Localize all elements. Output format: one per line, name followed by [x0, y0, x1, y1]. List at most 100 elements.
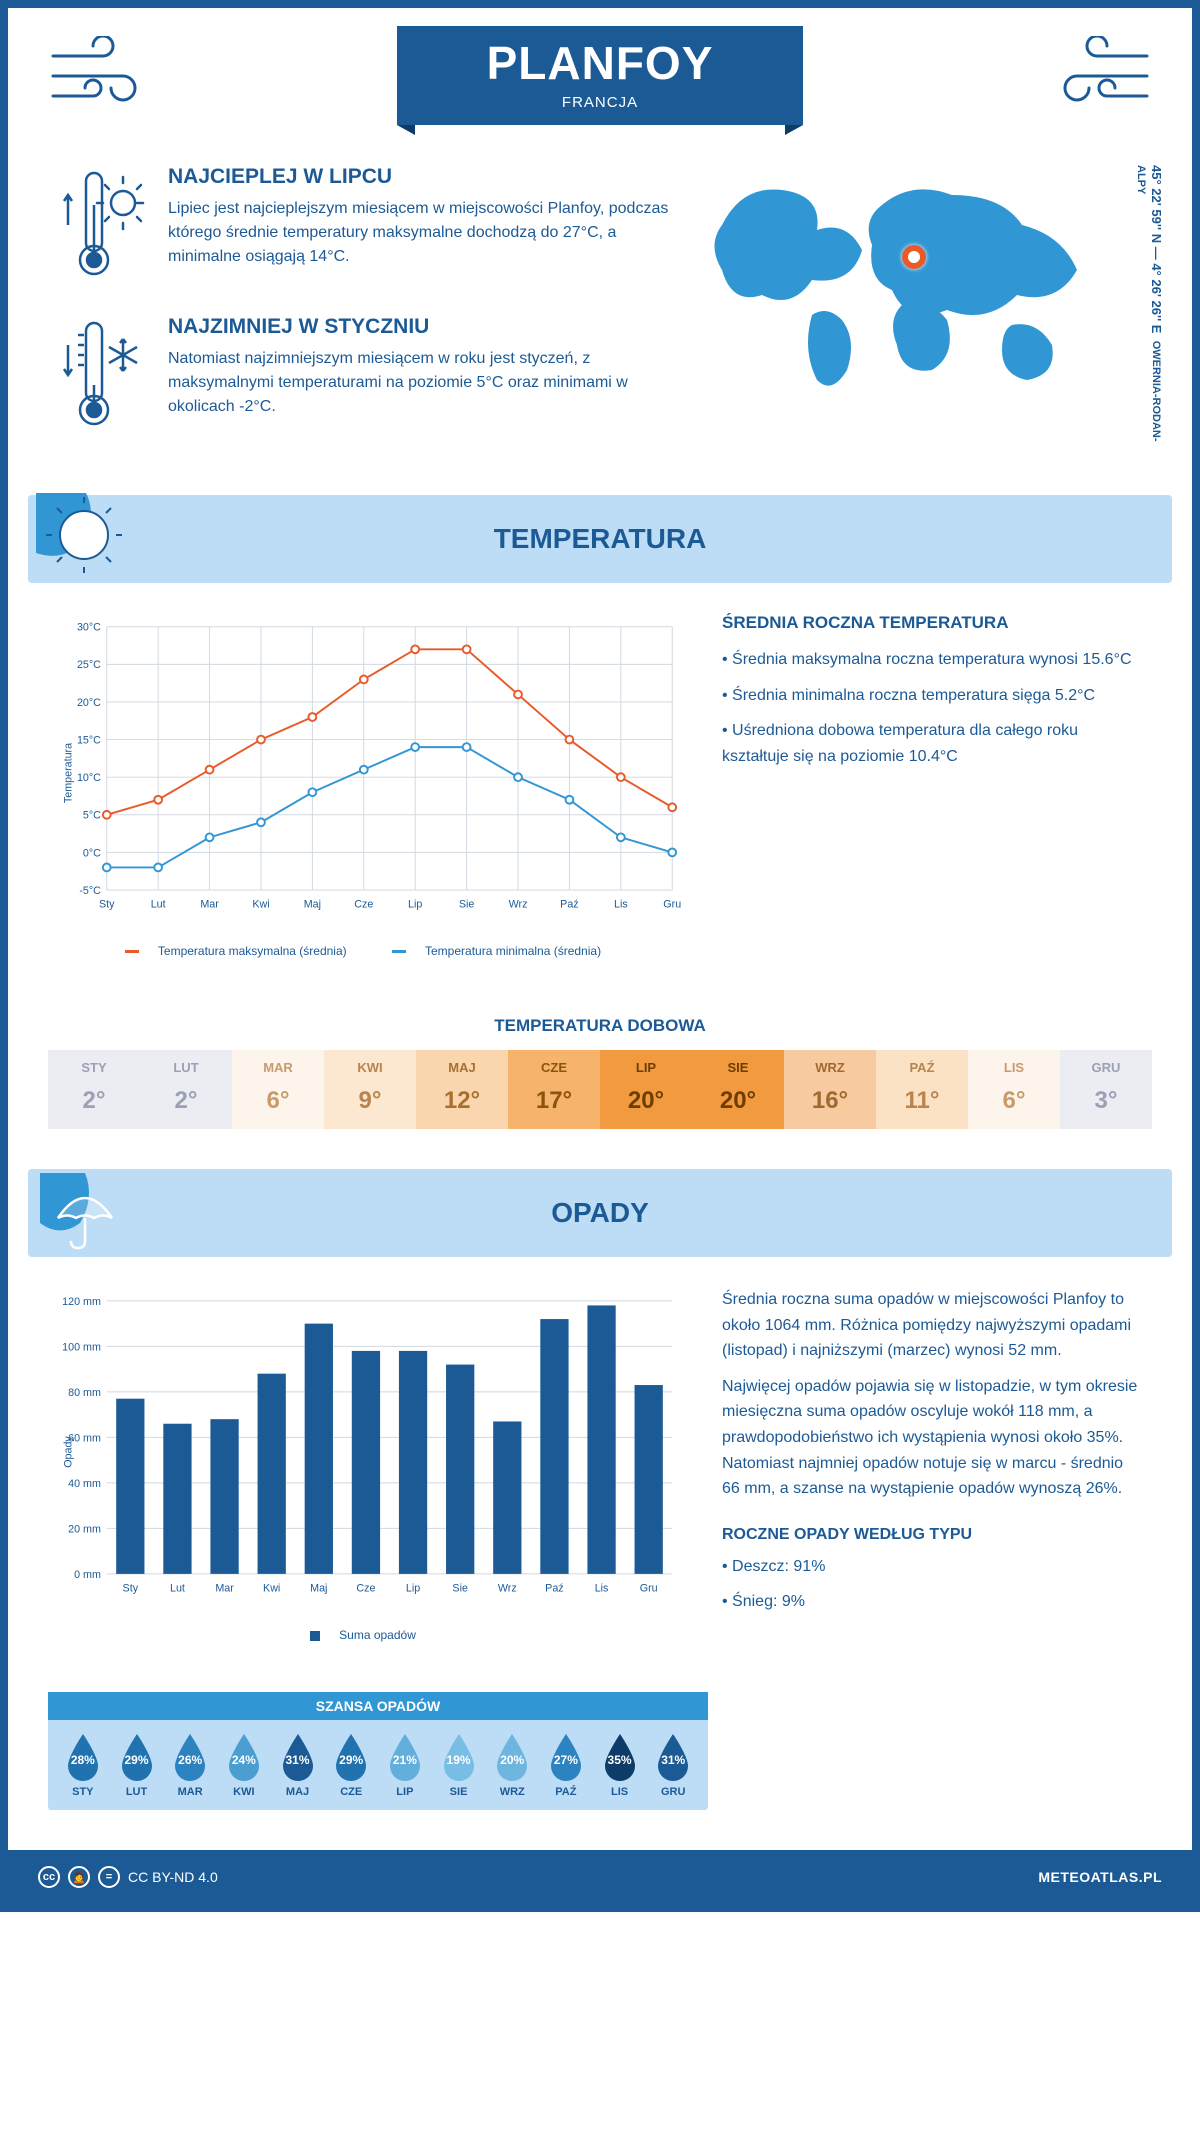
svg-text:120 mm: 120 mm: [62, 1296, 101, 1308]
svg-text:0°C: 0°C: [83, 847, 101, 859]
daily-temp-grid: STY2°LUT2°MAR6°KWI9°MAJ12°CZE17°LIP20°SI…: [48, 1050, 1152, 1129]
svg-text:-5°C: -5°C: [79, 885, 101, 897]
svg-text:Opady: Opady: [63, 1436, 75, 1468]
chance-cell: 27%PAŹ: [539, 1732, 593, 1798]
daily-cell: GRU3°: [1060, 1050, 1152, 1129]
chance-cell: 35%LIS: [593, 1732, 647, 1798]
svg-text:15°C: 15°C: [77, 734, 101, 746]
precip-type-b2: • Śnieg: 9%: [722, 1589, 1142, 1615]
svg-text:Mar: Mar: [200, 899, 219, 911]
header: PLANFOY FRANCJA: [8, 8, 1192, 125]
wind-icon-right: [1042, 36, 1152, 116]
svg-text:25°C: 25°C: [77, 659, 101, 671]
cc-icon: cc: [38, 1866, 60, 1888]
svg-text:Sie: Sie: [459, 899, 475, 911]
umbrella-icon: [40, 1173, 130, 1253]
daily-cell: MAJ12°: [416, 1050, 508, 1129]
daily-cell: STY2°: [48, 1050, 140, 1129]
svg-text:Kwi: Kwi: [252, 899, 269, 911]
country-label: FRANCJA: [487, 94, 714, 111]
svg-text:Wrz: Wrz: [498, 1582, 517, 1594]
precip-info-p1: Średnia roczna suma opadów w miejscowośc…: [722, 1287, 1142, 1364]
svg-text:Lut: Lut: [170, 1582, 185, 1594]
cold-block: NAJZIMNIEJ W STYCZNIU Natomiast najzimni…: [58, 315, 672, 435]
precipitation-legend: Suma opadów: [58, 1628, 682, 1642]
svg-text:Mar: Mar: [215, 1582, 234, 1594]
cold-text: Natomiast najzimniejszym miesiącem w rok…: [168, 347, 672, 419]
svg-text:Sty: Sty: [99, 899, 115, 911]
svg-text:Paź: Paź: [545, 1582, 563, 1594]
license-text: CC BY-ND 4.0: [128, 1869, 218, 1885]
chance-cell: 28%STY: [56, 1732, 110, 1798]
svg-text:20 mm: 20 mm: [68, 1523, 101, 1535]
precip-type-b1: • Deszcz: 91%: [722, 1554, 1142, 1580]
precipitation-chance-box: SZANSA OPADÓW 28%STY29%LUT26%MAR24%KWI31…: [48, 1692, 708, 1810]
svg-text:Cze: Cze: [356, 1582, 375, 1594]
precip-type-title: ROCZNE OPADY WEDŁUG TYPU: [722, 1526, 1142, 1544]
chance-cell: 19%SIE: [432, 1732, 486, 1798]
temp-info-title: ŚREDNIA ROCZNA TEMPERATURA: [722, 613, 1142, 633]
svg-text:Gru: Gru: [663, 899, 681, 911]
svg-text:80 mm: 80 mm: [68, 1387, 101, 1399]
chance-cell: 21%LIP: [378, 1732, 432, 1798]
svg-text:Cze: Cze: [354, 899, 373, 911]
daily-cell: PAŹ11°: [876, 1050, 968, 1129]
daily-cell: KWI9°: [324, 1050, 416, 1129]
svg-text:40 mm: 40 mm: [68, 1478, 101, 1490]
svg-text:Temperatura: Temperatura: [63, 743, 75, 803]
svg-text:0 mm: 0 mm: [74, 1569, 101, 1581]
footer: cc 🙍 = CC BY-ND 4.0 METEOATLAS.PL: [8, 1850, 1192, 1904]
svg-text:10°C: 10°C: [77, 772, 101, 784]
daily-cell: LUT2°: [140, 1050, 232, 1129]
precipitation-bar-chart: 0 mm20 mm40 mm60 mm80 mm100 mm120 mmStyL…: [58, 1287, 682, 1617]
daily-cell: SIE20°: [692, 1050, 784, 1129]
temperature-section-header: TEMPERATURA: [28, 495, 1172, 583]
svg-text:Lip: Lip: [406, 1582, 420, 1594]
warm-block: NAJCIEPLEJ W LIPCU Lipiec jest najcieple…: [58, 165, 672, 285]
world-map-icon: [702, 165, 1122, 405]
daily-cell: LIP20°: [600, 1050, 692, 1129]
svg-text:Wrz: Wrz: [509, 899, 528, 911]
temp-info-b2: • Średnia minimalna roczna temperatura s…: [722, 683, 1142, 709]
coordinates: 45° 22' 59'' N — 4° 26' 26'' E OWERNIA-R…: [1134, 165, 1164, 465]
svg-text:5°C: 5°C: [83, 810, 101, 822]
thermometer-hot-icon: [58, 165, 148, 285]
svg-text:Maj: Maj: [304, 899, 321, 911]
precip-info-p2: Najwięcej opadów pojawia się w listopadz…: [722, 1374, 1142, 1502]
warm-text: Lipiec jest najcieplejszym miesiącem w m…: [168, 197, 672, 269]
svg-text:Lip: Lip: [408, 899, 422, 911]
svg-text:Gru: Gru: [640, 1582, 658, 1594]
chance-cell: 29%LUT: [110, 1732, 164, 1798]
by-icon: 🙍: [68, 1866, 90, 1888]
chance-cell: 31%GRU: [646, 1732, 700, 1798]
daily-cell: MAR6°: [232, 1050, 324, 1129]
temp-info-b3: • Uśredniona dobowa temperatura dla całe…: [722, 718, 1142, 769]
svg-text:Sty: Sty: [123, 1582, 139, 1594]
svg-text:20°C: 20°C: [77, 697, 101, 709]
title-banner: PLANFOY FRANCJA: [397, 26, 804, 125]
svg-text:100 mm: 100 mm: [62, 1341, 101, 1353]
daily-cell: CZE17°: [508, 1050, 600, 1129]
svg-text:Maj: Maj: [310, 1582, 327, 1594]
temperature-line-chart: -5°C0°C5°C10°C15°C20°C25°C30°CStyLutMarK…: [58, 613, 682, 933]
daily-temp-title: TEMPERATURA DOBOWA: [8, 1016, 1192, 1036]
svg-text:Sie: Sie: [452, 1582, 468, 1594]
precipitation-section-header: OPADY: [28, 1169, 1172, 1257]
warm-title: NAJCIEPLEJ W LIPCU: [168, 165, 672, 189]
temp-info-b1: • Średnia maksymalna roczna temperatura …: [722, 647, 1142, 673]
svg-text:Lis: Lis: [595, 1582, 609, 1594]
chance-title: SZANSA OPADÓW: [48, 1692, 708, 1720]
site-name: METEOATLAS.PL: [1038, 1869, 1162, 1885]
map-block: 45° 22' 59'' N — 4° 26' 26'' E OWERNIA-R…: [702, 165, 1142, 465]
cold-title: NAJZIMNIEJ W STYCZNIU: [168, 315, 672, 339]
temperature-legend: Temperatura maksymalna (średnia) Tempera…: [58, 944, 682, 958]
svg-text:Lis: Lis: [614, 899, 628, 911]
svg-text:30°C: 30°C: [77, 622, 101, 634]
thermometer-cold-icon: [58, 315, 148, 435]
chance-cell: 29%CZE: [324, 1732, 378, 1798]
wind-icon-left: [48, 36, 158, 116]
chance-cell: 31%MAJ: [271, 1732, 325, 1798]
daily-cell: LIS6°: [968, 1050, 1060, 1129]
chance-cell: 20%WRZ: [485, 1732, 539, 1798]
svg-text:Kwi: Kwi: [263, 1582, 280, 1594]
